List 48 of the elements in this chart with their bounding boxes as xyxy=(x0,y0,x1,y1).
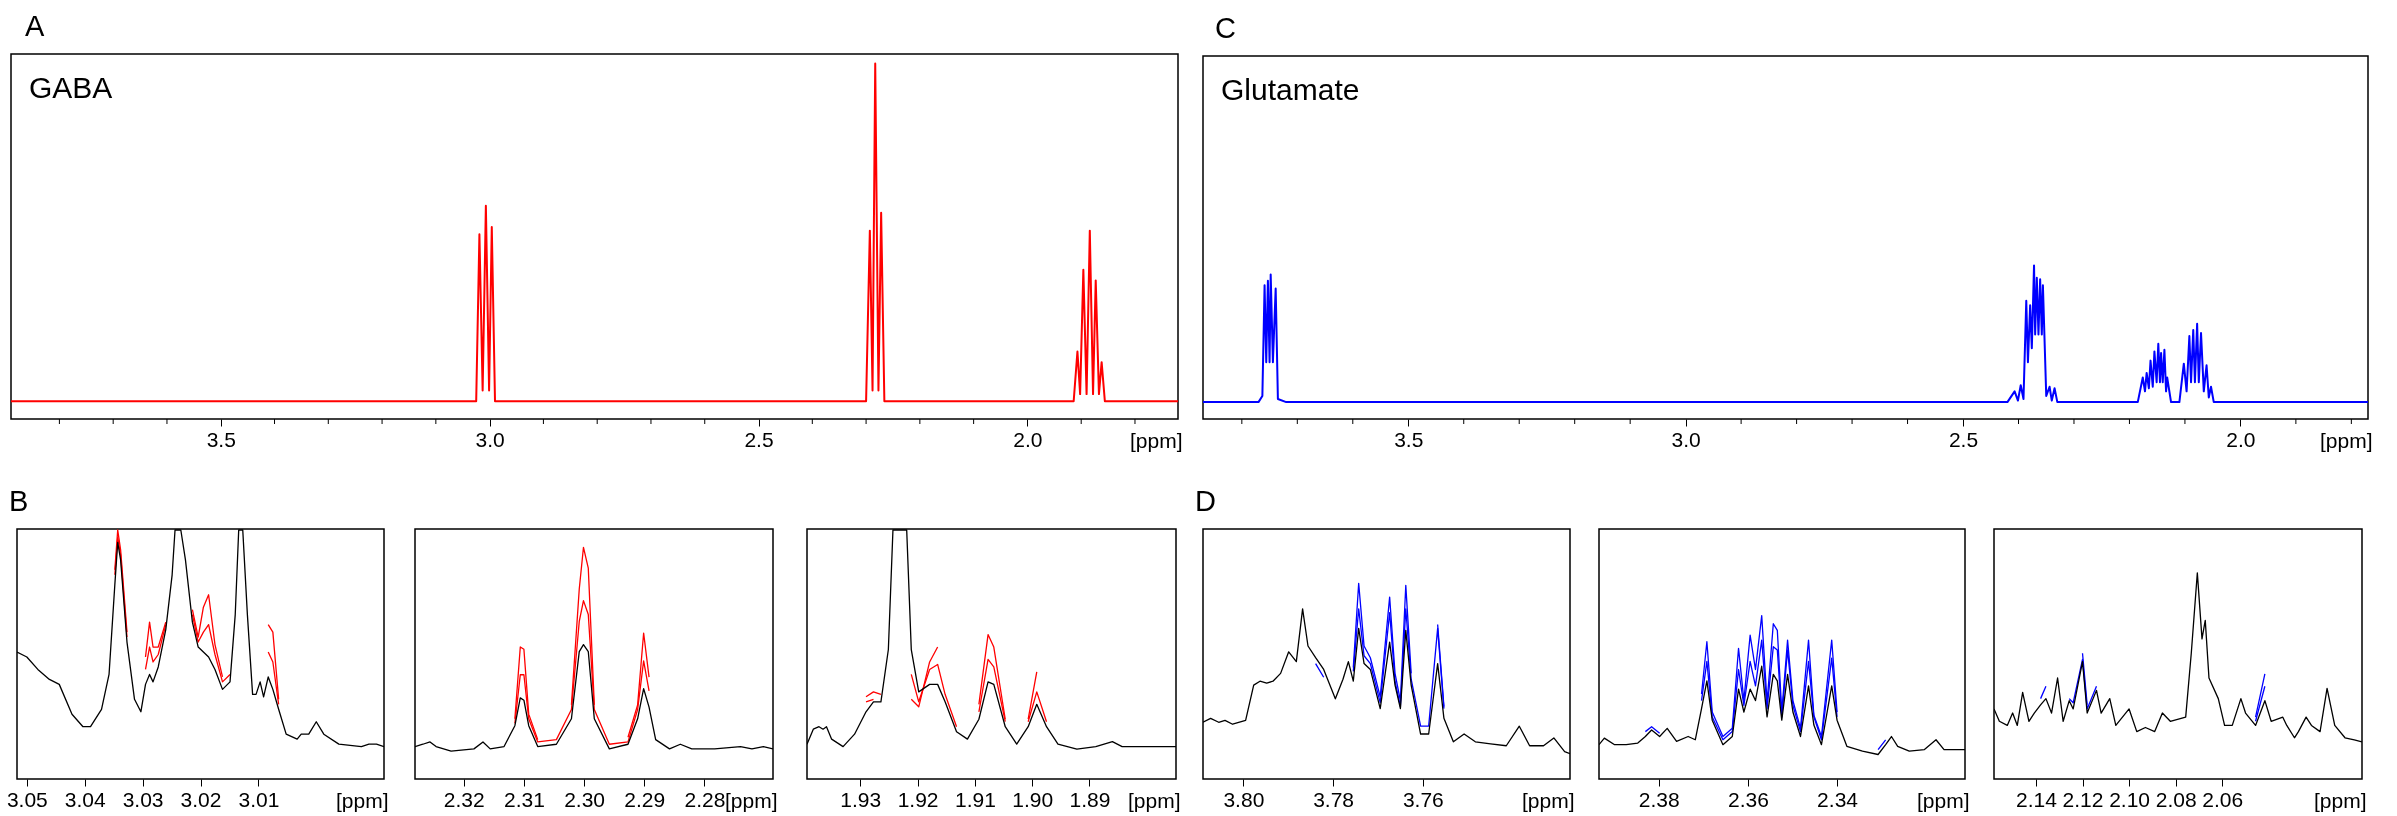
x-tick-label: 2.38 xyxy=(1638,787,1680,811)
chart-title: B xyxy=(9,485,29,517)
x-axis-title: [ppm] xyxy=(1127,788,1181,812)
x-tick-label: 3.01 xyxy=(238,787,280,811)
x-tick-label: 3.05 xyxy=(6,787,48,811)
x-tick-label: 2.14 xyxy=(2015,787,2058,811)
chart-title: C xyxy=(1215,12,1236,44)
x-tick-label: 2.29 xyxy=(624,787,666,811)
text: Glutamate xyxy=(1221,73,1360,106)
x-tick-label: 2.06 xyxy=(2202,787,2244,811)
x-tick-label: 2.28 xyxy=(684,787,726,811)
x-tick-label: 2.08 xyxy=(2155,787,2197,811)
x-tick-label: 2.5 xyxy=(1948,427,1979,451)
x-tick-label: 2.34 xyxy=(1817,787,1859,811)
x-tick-label: 2.5 xyxy=(744,427,774,451)
x-axis-title: [ppm] xyxy=(1129,428,1183,452)
x-tick-label: 2.0 xyxy=(2226,427,2256,451)
x-tick-label: 3.5 xyxy=(1394,427,1424,451)
chart-title: D xyxy=(1195,485,1216,517)
x-tick-label: 2.36 xyxy=(1727,787,1769,811)
x-tick-label: 3.0 xyxy=(475,427,505,451)
x-tick-label: 3.03 xyxy=(122,787,164,811)
x-tick-label: 2.31 xyxy=(503,787,545,811)
x-axis-title: [ppm] xyxy=(335,788,389,812)
x-tick-label: 3.0 xyxy=(1671,427,1701,451)
x-tick-label: 1.93 xyxy=(840,787,882,811)
x-tick-label: 2.32 xyxy=(443,787,485,811)
x-tick-label: 3.02 xyxy=(180,787,222,811)
x-tick-label: 1.91 xyxy=(954,787,996,811)
x-tick-label: 2.10 xyxy=(2109,787,2151,811)
annotation: GABA xyxy=(29,71,113,104)
x-axis-title: [ppm] xyxy=(1521,788,1575,812)
x-axis-title: [ppm] xyxy=(2313,788,2367,812)
x-tick-label: 2.30 xyxy=(564,787,606,811)
x-tick-label: 3.04 xyxy=(64,787,106,811)
x-tick-label: 3.76 xyxy=(1402,787,1444,811)
x-tick-label: 3.5 xyxy=(206,427,236,451)
chart-title: A xyxy=(25,10,45,42)
x-tick-label: 3.78 xyxy=(1313,787,1355,811)
x-tick-label: 1.89 xyxy=(1069,787,1111,811)
x-tick-label: 1.92 xyxy=(897,787,939,811)
x-axis-title: [ppm] xyxy=(724,788,778,812)
x-axis-title: [ppm] xyxy=(1916,788,1970,812)
x-tick-label: 1.90 xyxy=(1012,787,1054,811)
x-tick-label: 2.12 xyxy=(2062,787,2104,811)
x-axis-title: [ppm] xyxy=(2319,428,2373,452)
x-tick-label: 2.0 xyxy=(1013,427,1043,451)
x-tick-label: 3.80 xyxy=(1223,787,1265,811)
